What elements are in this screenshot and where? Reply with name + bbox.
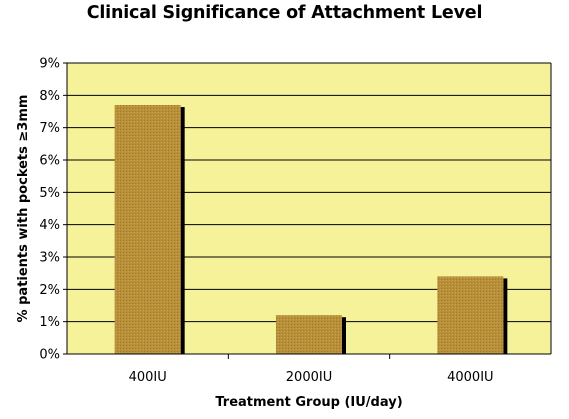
- y-tick-label: 8%: [39, 89, 60, 104]
- bar-shadow: [180, 107, 185, 355]
- x-tick-label: 400IU: [129, 370, 167, 385]
- y-tick-label: 5%: [39, 186, 60, 201]
- y-tick-label: 0%: [39, 348, 60, 363]
- y-tick-label: 2%: [39, 283, 60, 298]
- y-tick-label: 4%: [39, 218, 60, 233]
- bars: [114, 105, 508, 355]
- chart-title: Clinical Significance of Attachment Leve…: [86, 3, 483, 23]
- bar-400iu: [114, 105, 181, 355]
- x-tick-label: 2000IU: [286, 370, 332, 385]
- x-tick-labels: 400IU 2000IU 4000IU: [129, 354, 494, 385]
- y-tick-label: 7%: [39, 121, 60, 136]
- bar-shadow: [342, 317, 346, 354]
- y-tick-label: 9%: [39, 57, 60, 72]
- x-axis-title: Treatment Group (IU/day): [215, 395, 402, 410]
- y-axis-title: % patients with pockets ≥3mm: [16, 95, 31, 323]
- y-tick-label: 6%: [39, 154, 60, 169]
- axes: [66, 62, 552, 355]
- bar-2000iu: [276, 315, 342, 354]
- x-tick-label: 4000IU: [447, 370, 493, 385]
- y-tick-label: 1%: [39, 315, 60, 330]
- bar-4000iu: [437, 276, 504, 354]
- y-tick-labels: 0% 1% 2% 3% 4% 5% 6% 7% 8% 9%: [39, 57, 67, 363]
- y-tick-label: 3%: [39, 251, 60, 266]
- bar-shadow: [503, 278, 508, 354]
